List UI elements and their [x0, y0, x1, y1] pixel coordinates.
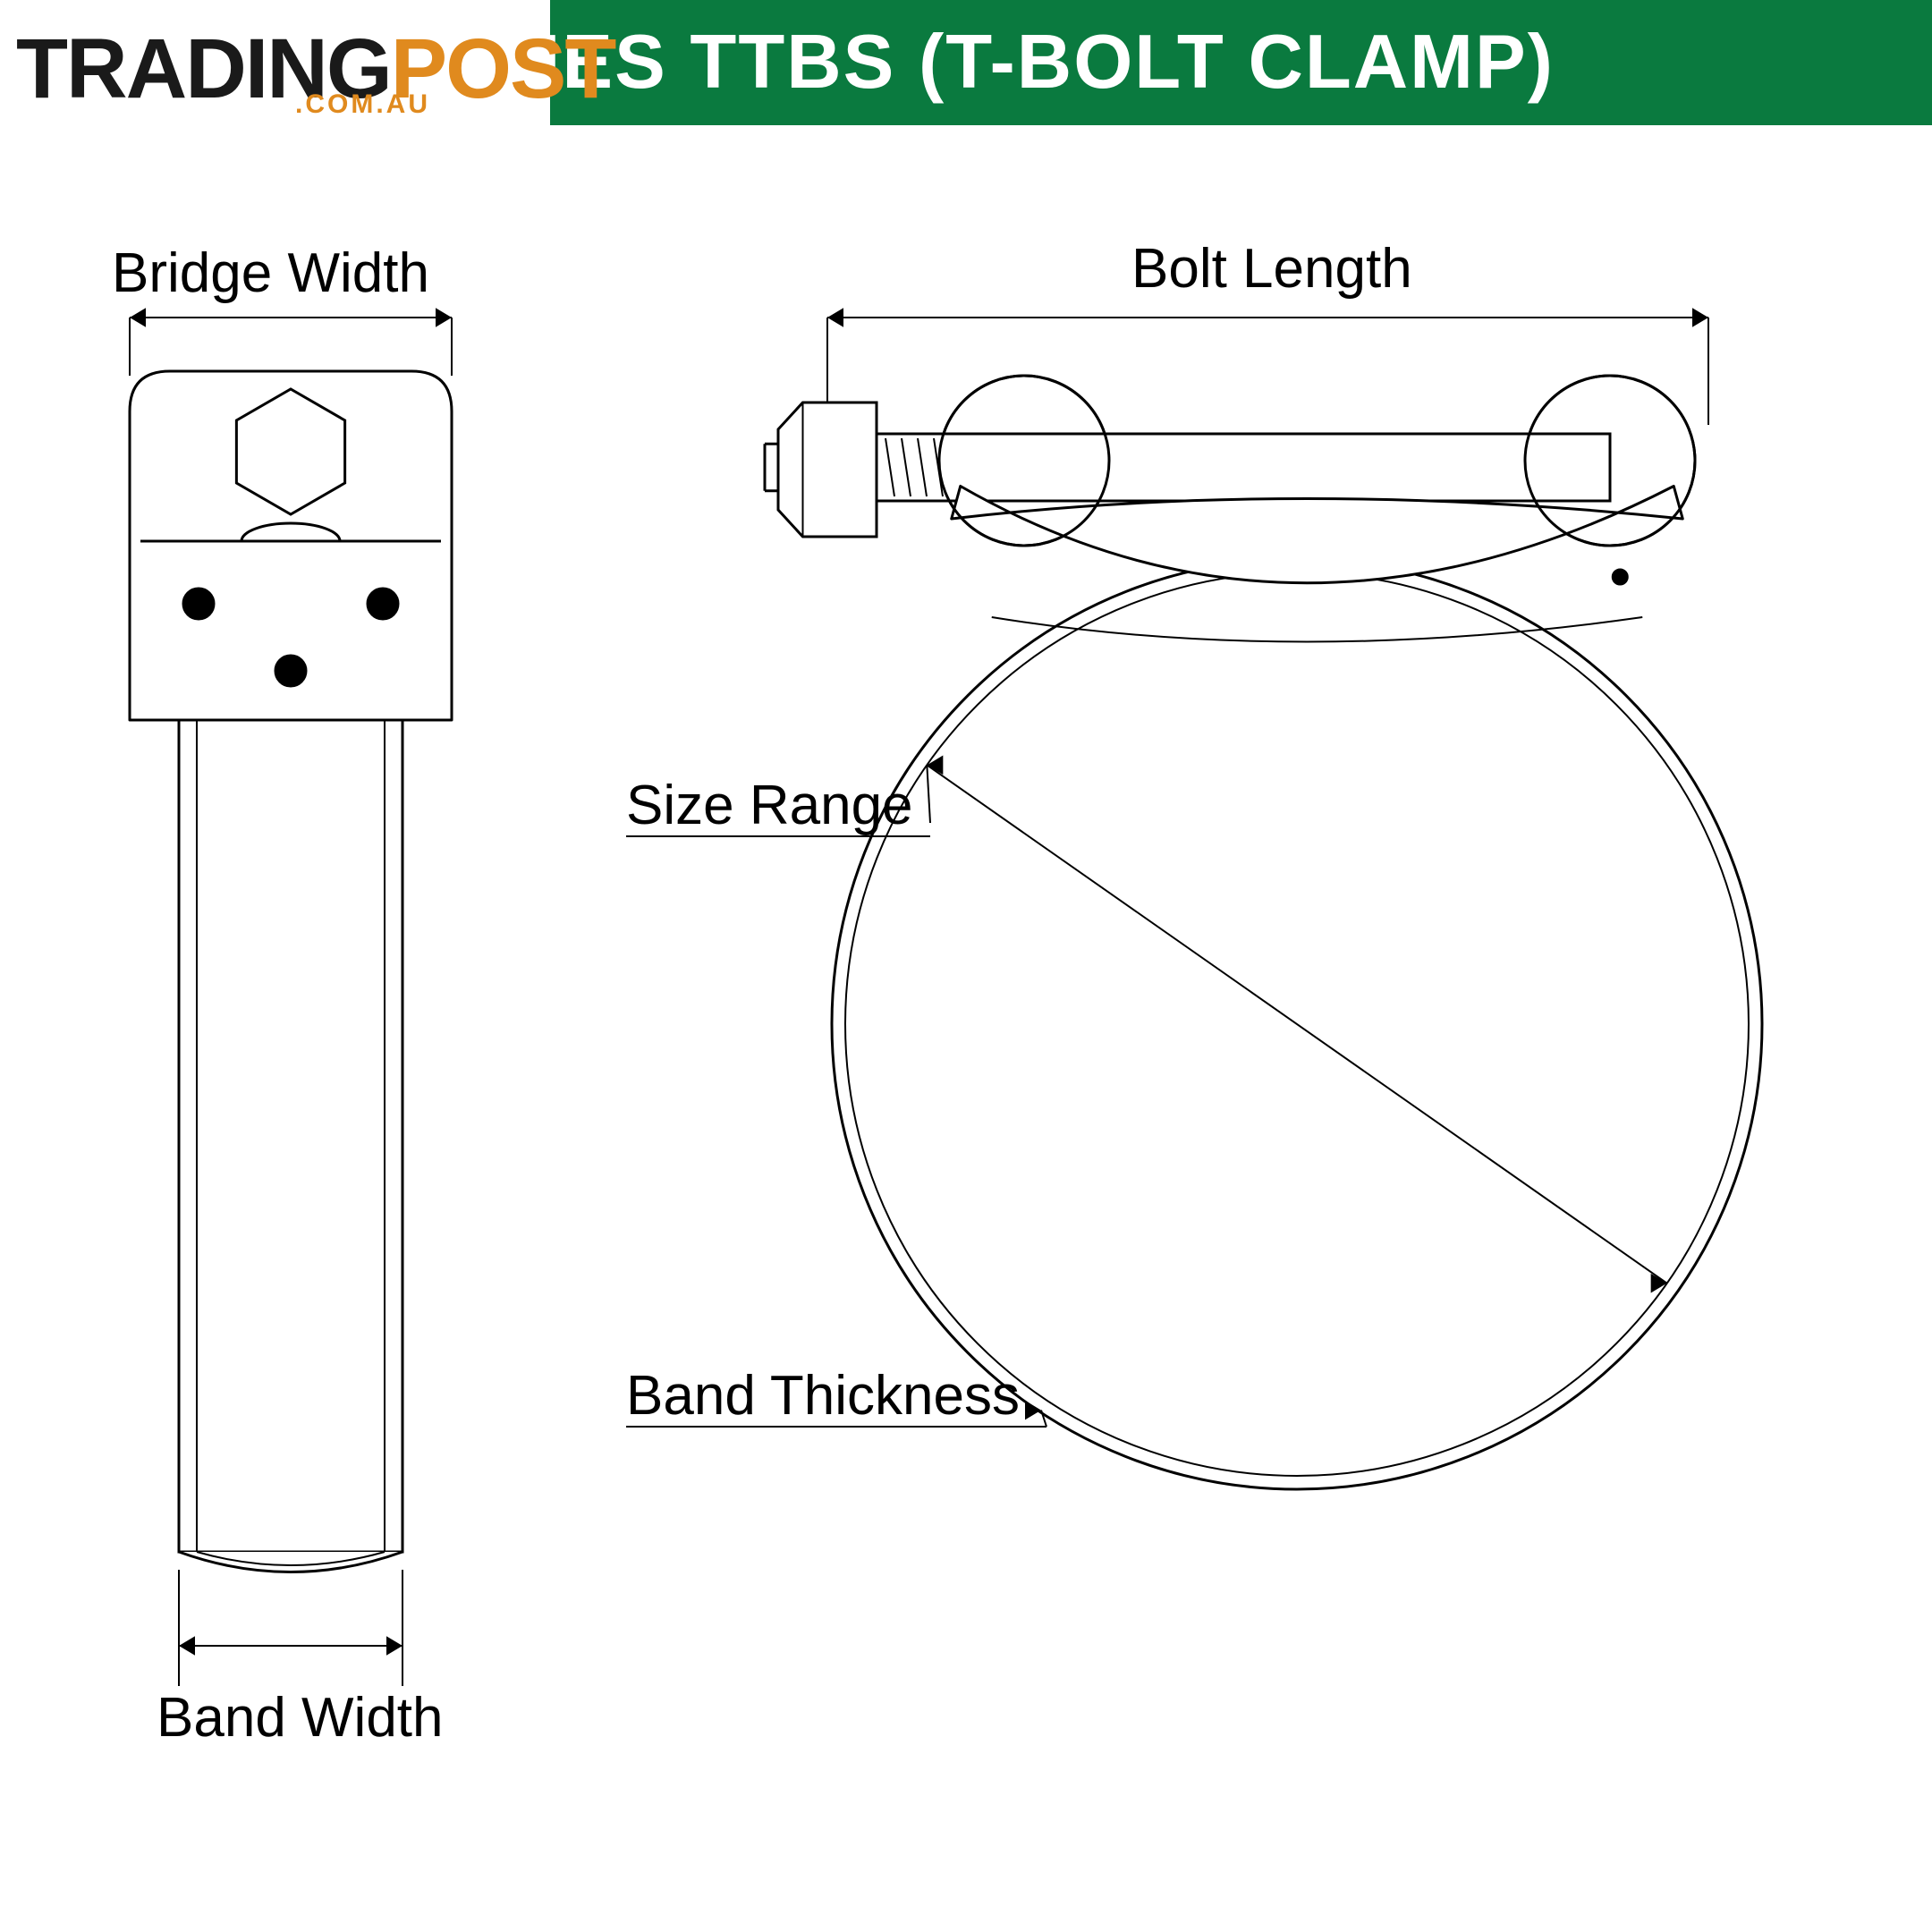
brand-logo: TRADINGPOST .COM.AU	[0, 0, 550, 139]
diagram-area: Bridge Width Band Width Bolt Length Size…	[0, 233, 1932, 1932]
diagram-svg	[0, 233, 1932, 1932]
label-size-range: Size Range	[626, 774, 913, 837]
label-bolt-length: Bolt Length	[1131, 237, 1412, 301]
logo-subtitle: .COM.AU	[295, 89, 430, 120]
label-band-width: Band Width	[157, 1686, 444, 1750]
label-band-thickness: Band Thickness	[626, 1364, 1020, 1428]
label-bridge-width: Bridge Width	[112, 242, 429, 305]
